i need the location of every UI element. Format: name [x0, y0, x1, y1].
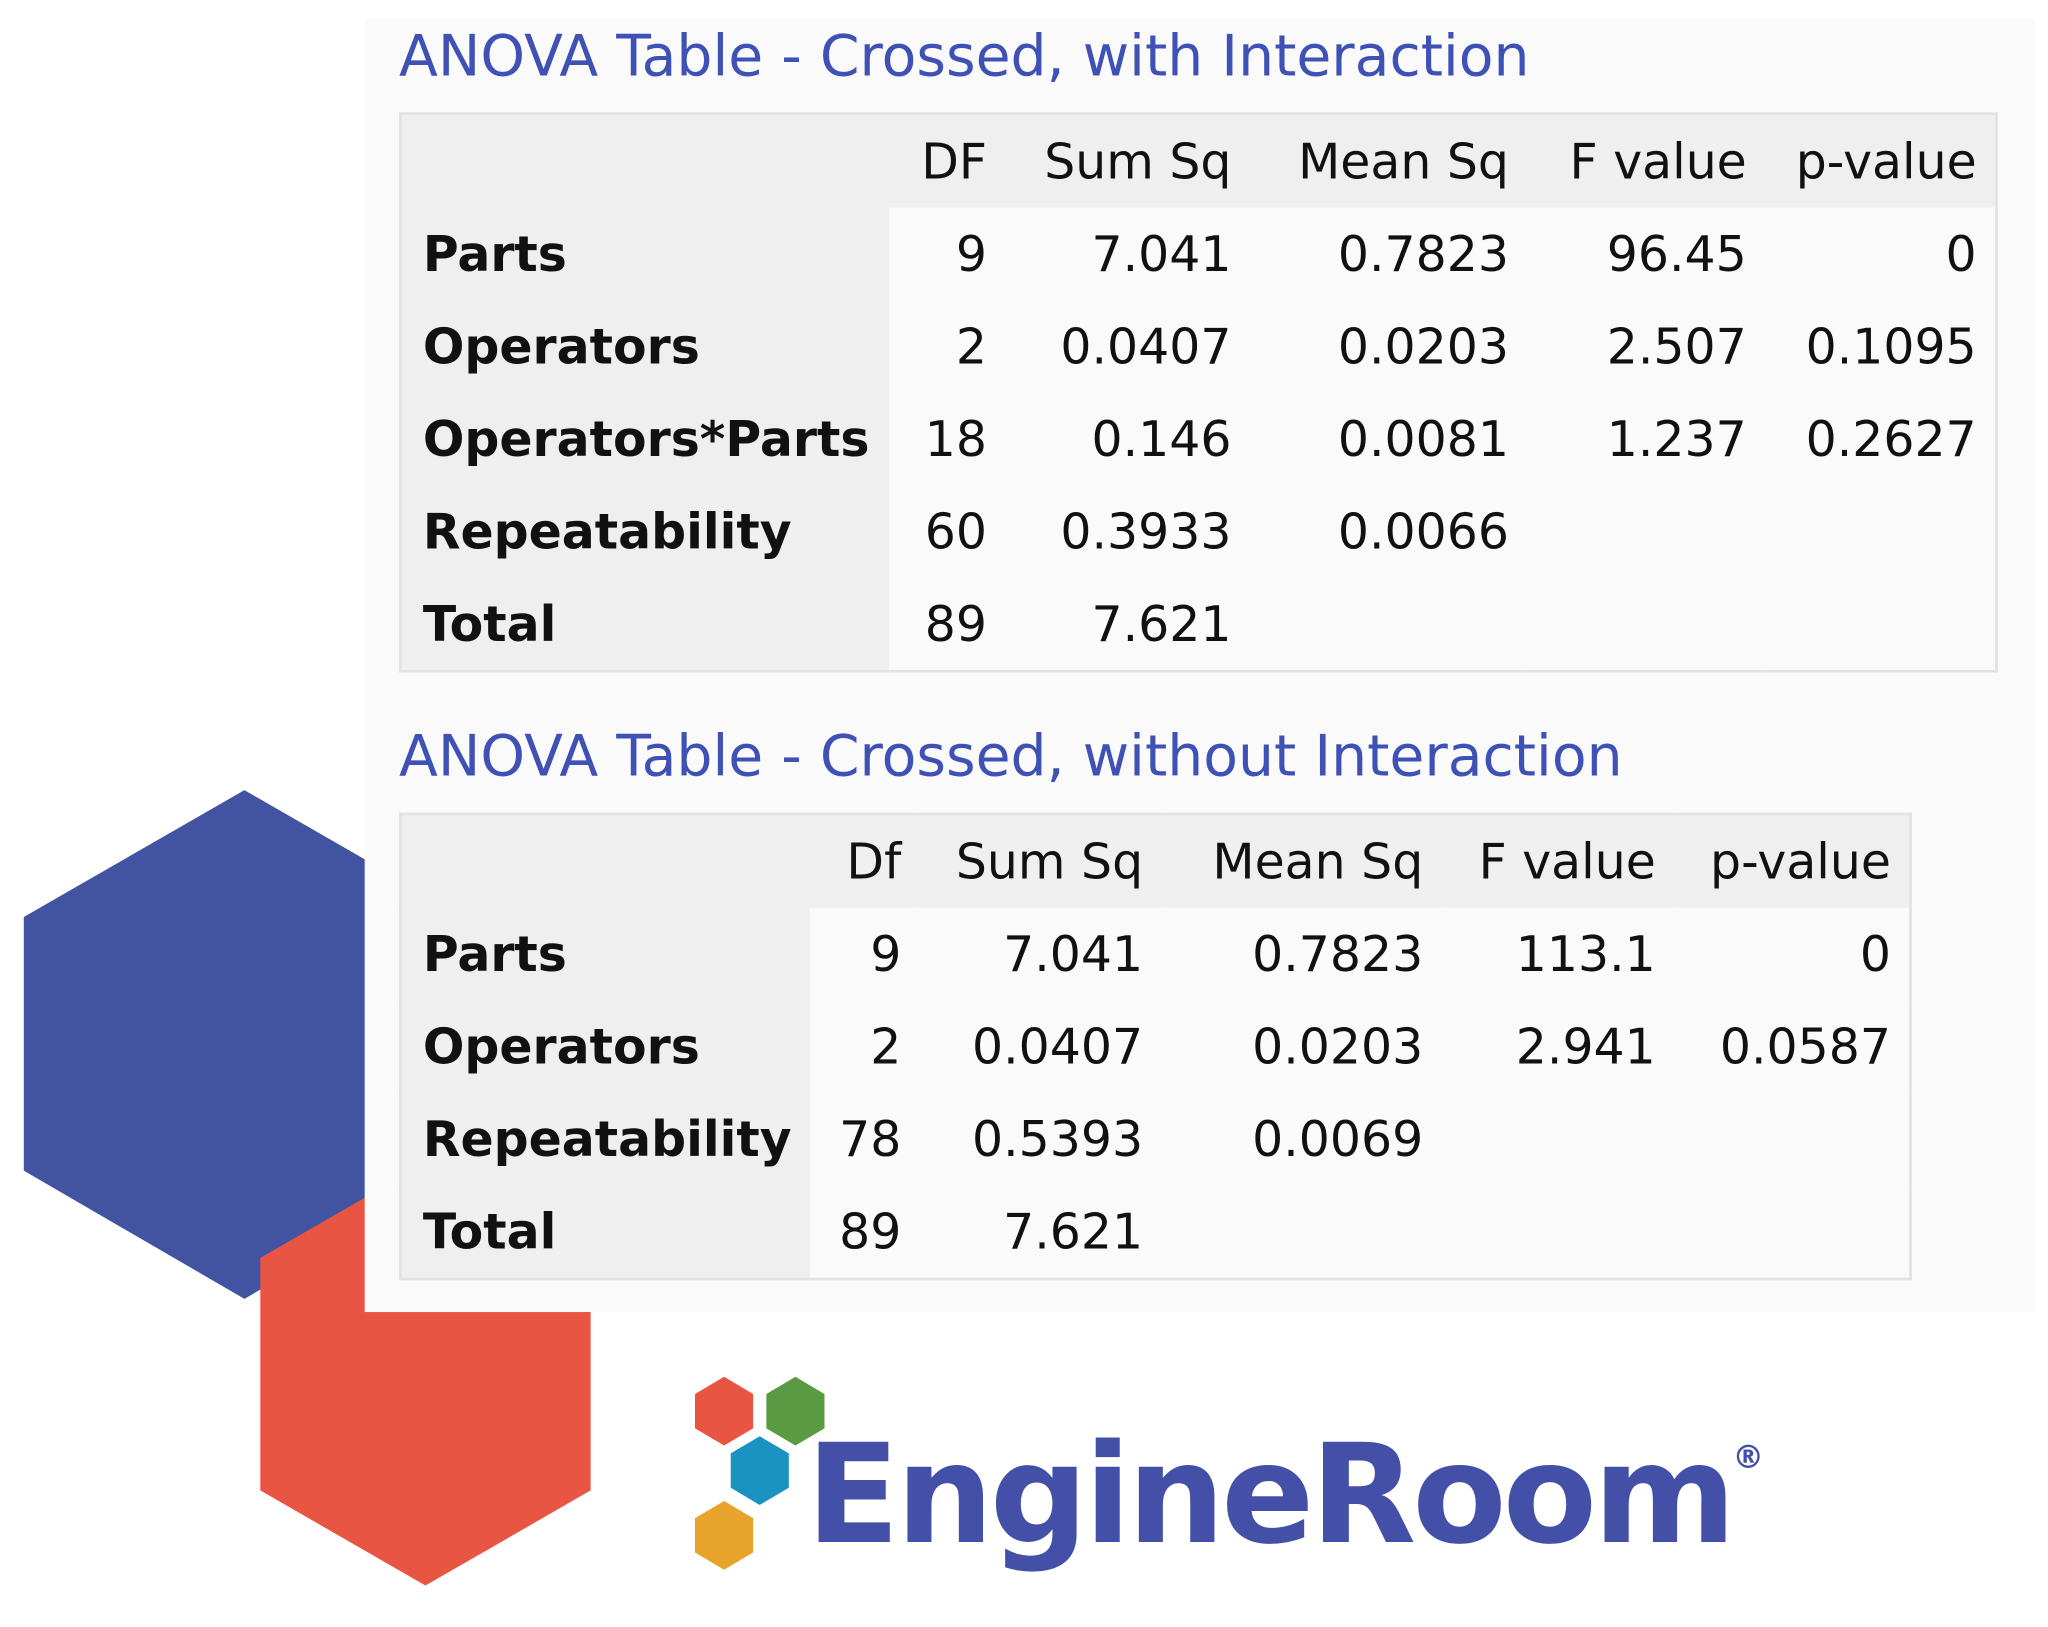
cell: 7.621 [1003, 1203, 1144, 1260]
column-header: F value [1527, 113, 1766, 208]
row-label: Operators*Parts [400, 392, 890, 485]
empty-cell [1674, 1185, 1911, 1279]
cell: 0.5393 [972, 1110, 1144, 1168]
cell: 7.041 [1003, 925, 1144, 983]
cell: 0.0203 [1252, 1018, 1424, 1075]
cell: 1.237 [1606, 410, 1747, 468]
column-header: Mean Sq [1249, 113, 1528, 208]
column-header: Mean Sq [1161, 813, 1442, 908]
row-label: Operators [400, 1000, 811, 1093]
row-label: Repeatability [400, 1092, 811, 1186]
table-row: Operators 2 0.0407 0.0203 2.507 0.1095 [400, 299, 1996, 393]
cell: 113.1 [1515, 925, 1656, 983]
logo-hex-red [695, 1376, 754, 1446]
cell: 0 [1859, 925, 1891, 983]
cell: 0.7823 [1337, 225, 1509, 283]
logo-hex-green [766, 1376, 825, 1446]
row-label: Operators [400, 299, 890, 393]
empty-cell [1674, 1093, 1911, 1185]
cell: 0.0081 [1337, 410, 1509, 468]
empty-cell [1442, 1185, 1675, 1279]
table-title: ANOVA Table - Crossed, without Interacti… [399, 724, 1623, 791]
empty-cell [1765, 485, 1996, 577]
cell: 2 [955, 317, 988, 375]
cell: 0.0066 [1337, 502, 1509, 560]
table-row: Repeatability 60 0.3933 0.0066 [400, 484, 1996, 578]
column-header: F value [1441, 813, 1675, 908]
cell: 0.1095 [1805, 317, 1977, 375]
cell: 89 [924, 595, 988, 653]
cell: 9 [870, 925, 902, 983]
cell: 0.7823 [1252, 925, 1424, 983]
anova-table: Df Sum Sq Mean Sq F value p-value Parts 9 7.041… [399, 812, 1913, 1281]
header-row: Df Sum Sq Mean Sq F value p-value [400, 813, 1911, 908]
logo-mark: ® [1732, 1438, 1765, 1476]
column-header: Df [810, 813, 920, 908]
row-label: Parts [400, 207, 890, 300]
empty-cell [1527, 485, 1765, 577]
table-row: Total 89 7.621 [400, 577, 1996, 672]
cell: 0.3933 [1060, 502, 1232, 560]
column-header: Sum Sq [1005, 113, 1250, 208]
blue-hexagon [23, 790, 466, 1299]
row-label: Total [400, 1185, 811, 1280]
empty-cell [1765, 577, 1996, 671]
table-title: ANOVA Table - Crossed, with Interaction [399, 23, 1530, 90]
row-label: Repeatability [400, 484, 890, 578]
table-row: Parts 9 7.041 0.7823 113.1 0 [400, 907, 1910, 1001]
column-header: p-value [1674, 813, 1911, 908]
cell: 7.621 [1091, 595, 1232, 653]
corner-cell [400, 113, 890, 208]
empty-cell [1162, 1185, 1442, 1279]
cell: 2 [870, 1018, 902, 1075]
cell: 0.0407 [972, 1018, 1144, 1075]
logo-hex-orange [695, 1500, 754, 1570]
table-row: Operators 2 0.0407 0.0203 2.941 0.0587 [400, 1000, 1910, 1093]
header-row: DF Sum Sq Mean Sq F value p-value [400, 113, 1997, 208]
cell: 9 [955, 225, 988, 283]
column-header: Sum Sq [919, 813, 1162, 908]
cell: 2.507 [1606, 317, 1747, 375]
table-row: Repeatability 78 0.5393 0.0069 [400, 1092, 1911, 1186]
cell: 96.45 [1606, 225, 1747, 283]
cell: 7.041 [1091, 225, 1232, 283]
cell: 0.146 [1091, 410, 1232, 468]
cell: 2.941 [1515, 1018, 1656, 1075]
empty-cell [1442, 1093, 1675, 1185]
table-row: Total 89 7.621 [400, 1185, 1911, 1280]
column-header: p-value [1765, 113, 1997, 208]
column-header: DF [889, 113, 1006, 208]
logo: EngineRoom® [806, 1414, 1764, 1575]
corner-cell [400, 813, 811, 908]
empty-cell [1527, 577, 1765, 671]
cell: 0.0407 [1060, 317, 1232, 375]
cell: 0.0587 [1719, 1018, 1891, 1075]
logo-hex-teal [730, 1436, 789, 1505]
anova-table: DF Sum Sq Mean Sq F value p-value Parts 9 7.041… [399, 112, 1998, 673]
cell: 78 [839, 1110, 902, 1168]
cell: 18 [924, 410, 988, 468]
cell: 0.2627 [1805, 410, 1977, 468]
logo-text: EngineRoom [805, 1413, 1736, 1575]
table-row: Operators*Parts 18 0.146 0.0081 1.237 0.2627 [400, 392, 1996, 485]
table-row: Parts 9 7.041 0.7823 96.45 0 [400, 207, 1996, 300]
cell: 0.0203 [1337, 317, 1509, 375]
cell: 60 [924, 502, 988, 560]
cell: 0.0069 [1252, 1110, 1424, 1168]
cell: 0 [1945, 225, 1977, 283]
row-label: Total [400, 577, 890, 672]
cell: 89 [839, 1203, 902, 1260]
row-label: Parts [400, 907, 811, 1001]
empty-cell [1250, 577, 1527, 671]
